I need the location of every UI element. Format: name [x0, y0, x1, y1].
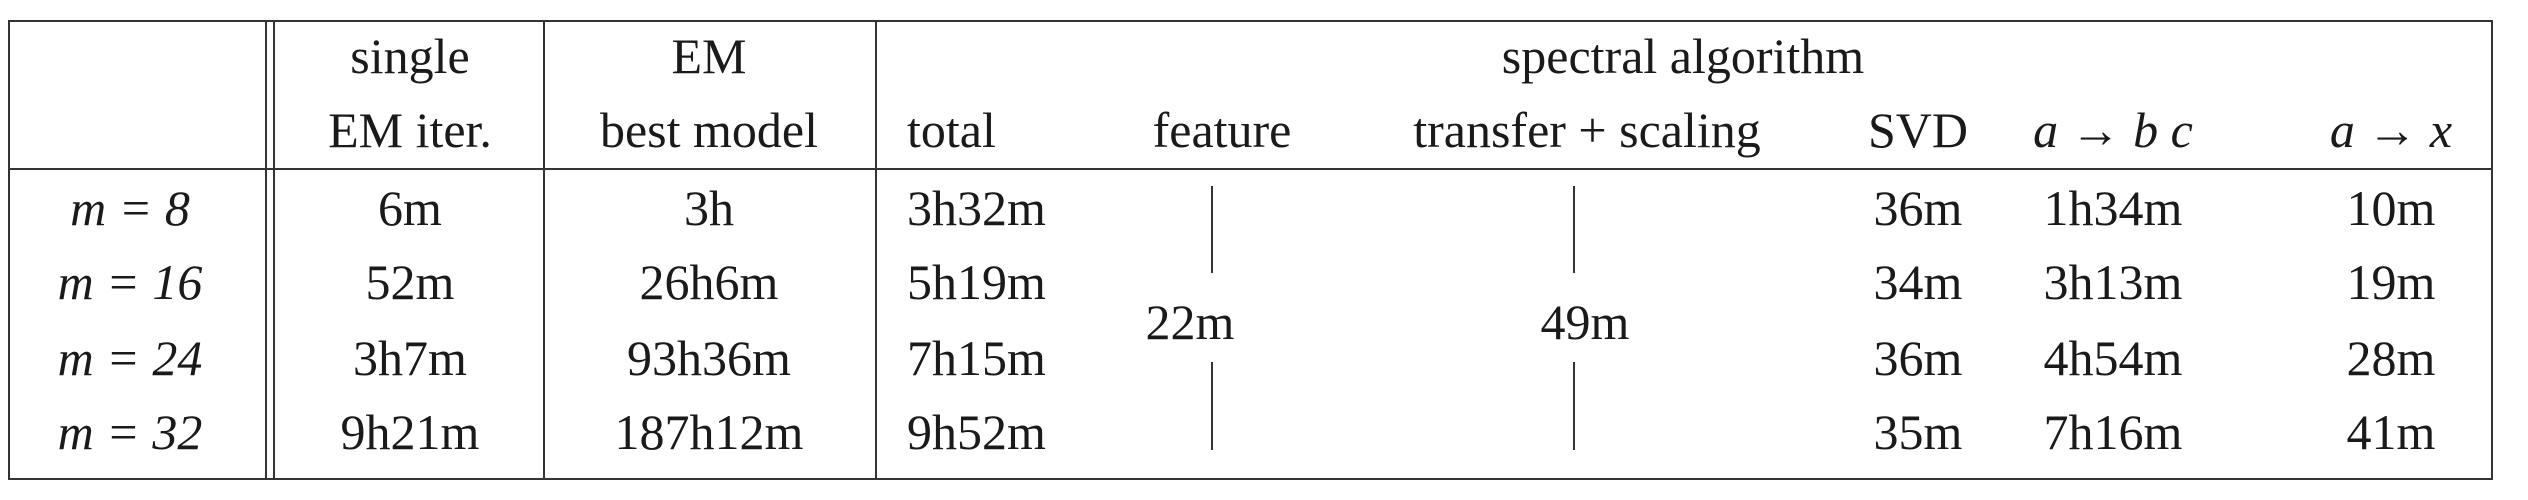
cell-feature-shared: 22m: [1145, 294, 1235, 350]
cell-transfer-shared: 49m: [1540, 294, 1630, 350]
cell-total: 5h19m: [907, 254, 1046, 310]
cell-total: 7h15m: [907, 330, 1046, 386]
header-single: single: [350, 28, 470, 84]
cell-em: 26h6m: [639, 254, 779, 310]
double-rule-right: [273, 20, 275, 480]
transfer-bracket-top: [1573, 186, 1575, 273]
header-transfer: transfer + scaling: [1413, 102, 1761, 158]
cell-a-to-bc: 7h16m: [2043, 404, 2183, 460]
row-label: m = 16: [57, 254, 203, 310]
row-label: m = 32: [57, 404, 203, 460]
cell-em: 3h: [684, 180, 734, 236]
double-rule-left: [265, 20, 267, 480]
cell-svd: 36m: [1873, 180, 1963, 236]
header-feature: feature: [1152, 102, 1292, 158]
cell-single: 52m: [365, 254, 455, 310]
transfer-bracket-bottom: [1573, 362, 1575, 450]
table-frame: [8, 20, 2493, 480]
cell-a-to-bc: 4h54m: [2043, 330, 2183, 386]
header-em-iter: EM iter.: [328, 102, 492, 158]
cell-em: 93h36m: [627, 330, 791, 386]
header-a-to-bc: a → b c: [2033, 102, 2193, 158]
cell-a-to-bc: 1h34m: [2043, 180, 2183, 236]
header-em: EM: [671, 28, 747, 84]
feature-bracket-bottom: [1211, 362, 1213, 450]
cell-a-to-bc: 3h13m: [2043, 254, 2183, 310]
feature-bracket-top: [1211, 186, 1213, 273]
cell-total: 3h32m: [907, 180, 1046, 236]
cell-single: 9h21m: [340, 404, 480, 460]
cell-a-to-x: 19m: [2346, 254, 2436, 310]
cell-single: 3h7m: [353, 330, 467, 386]
column-rule-em: [543, 20, 545, 480]
header-rule: [8, 168, 2493, 170]
cell-a-to-x: 41m: [2346, 404, 2436, 460]
header-best-model: best model: [599, 102, 819, 158]
column-rule-spectral: [875, 20, 877, 480]
row-label: m = 8: [70, 180, 190, 236]
header-total: total: [907, 102, 996, 158]
cell-em: 187h12m: [614, 404, 804, 460]
cell-svd: 36m: [1873, 330, 1963, 386]
cell-total: 9h52m: [907, 404, 1046, 460]
cell-svd: 34m: [1873, 254, 1963, 310]
cell-a-to-x: 10m: [2346, 180, 2436, 236]
header-spectral: spectral algorithm: [1501, 28, 1865, 84]
cell-single: 6m: [378, 180, 442, 236]
header-a-to-x: a → x: [2329, 102, 2453, 158]
cell-a-to-x: 28m: [2346, 330, 2436, 386]
cell-svd: 35m: [1873, 404, 1963, 460]
row-label: m = 24: [57, 330, 203, 386]
header-svd: SVD: [1867, 102, 1969, 158]
